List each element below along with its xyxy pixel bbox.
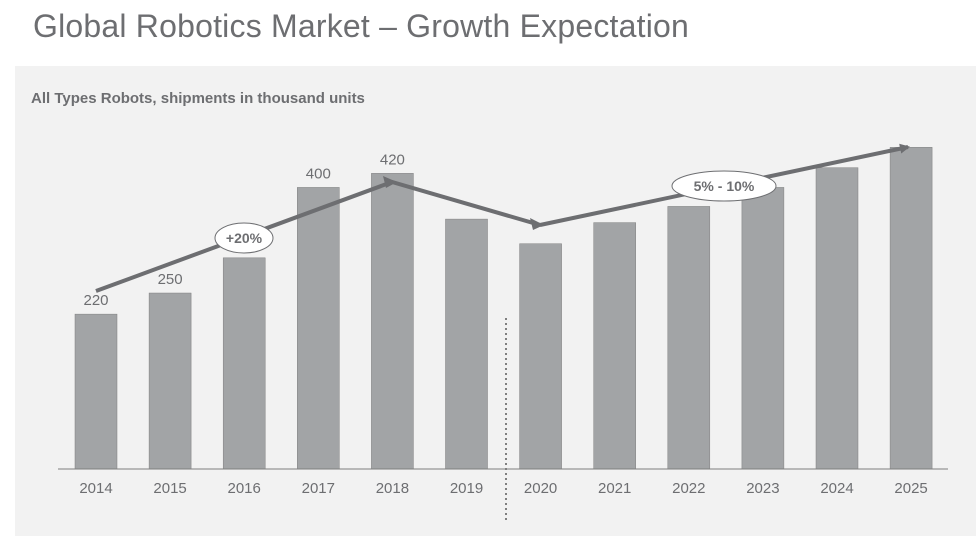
chart-title: All Types Robots, shipments in thousand … [31, 90, 365, 107]
growth-annotation-label: +20% [226, 230, 263, 246]
x-tick-label-2025: 2025 [894, 480, 927, 497]
data-label-2018: 420 [380, 151, 405, 168]
x-tick-label-2014: 2014 [79, 480, 112, 497]
forecast-annotation-label: 5% - 10% [694, 178, 755, 194]
bar-2019 [445, 218, 488, 470]
bar-2015 [148, 292, 192, 470]
data-label-2015: 250 [158, 271, 183, 288]
trend-arrow-peak-head [383, 176, 397, 188]
x-tick-label-2020: 2020 [524, 480, 557, 497]
x-tick-label-2024: 2024 [820, 480, 853, 497]
x-tick-label-2017: 2017 [302, 480, 335, 497]
x-tick-label-2021: 2021 [598, 480, 631, 497]
x-tick-label-2019: 2019 [450, 480, 483, 497]
x-tick-label-2015: 2015 [153, 480, 186, 497]
bar-2025 [889, 147, 933, 470]
page-title: Global Robotics Market – Growth Expectat… [33, 8, 690, 44]
x-tick-label-2023: 2023 [746, 480, 779, 497]
bar-2014 [74, 313, 118, 470]
x-tick-label-2018: 2018 [376, 480, 409, 497]
bar-2021 [593, 222, 636, 470]
data-label-2017: 400 [306, 165, 331, 182]
bar-2018 [371, 173, 414, 470]
trend-arrow-trough-head [530, 218, 544, 230]
bar-2024 [815, 167, 859, 470]
data-label-2014: 220 [83, 292, 108, 309]
x-tick-label-2022: 2022 [672, 480, 705, 497]
bar-2016 [222, 257, 266, 470]
x-tick-label-2016: 2016 [228, 480, 261, 497]
growth-annotation-bubble [214, 222, 274, 254]
bar-2020 [519, 243, 562, 470]
bar-2023 [741, 187, 785, 470]
forecast-annotation-bubble [671, 170, 777, 202]
bar-2022 [667, 206, 711, 470]
bar-2017 [297, 187, 340, 470]
